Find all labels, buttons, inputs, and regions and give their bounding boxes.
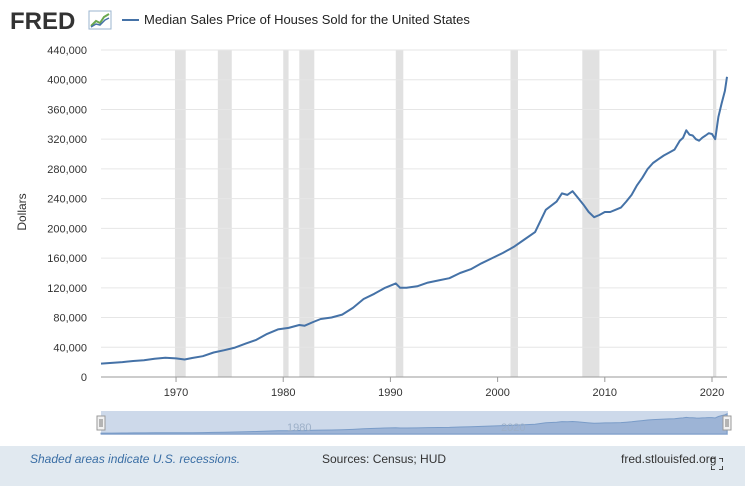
recession-band	[510, 50, 518, 377]
series-line[interactable]	[100, 76, 728, 365]
recession-shading	[174, 50, 717, 377]
y-tick-label: 40,000	[53, 342, 87, 354]
y-tick-label: 320,000	[47, 134, 87, 146]
x-tick-labels: 1970 1980 1990 2000 2010 2020	[164, 377, 724, 399]
recession-note: Shaded areas indicate U.S. recessions.	[30, 452, 241, 466]
recession-band	[283, 50, 289, 377]
y-tick-label: 0	[81, 372, 87, 384]
x-tick-label: 2010	[593, 387, 617, 399]
y-tick-label: 120,000	[47, 283, 87, 295]
x-tick-label: 1980	[271, 387, 295, 399]
y-tick-label: 440,000	[47, 45, 87, 57]
recession-band	[217, 50, 232, 377]
y-tick-label: 280,000	[47, 164, 87, 176]
navigator-label: 1980	[287, 422, 311, 434]
gridlines	[101, 49, 727, 378]
recession-band	[299, 50, 315, 377]
y-tick-label: 80,000	[53, 313, 87, 325]
fred-logo-text: FRED	[10, 8, 75, 35]
y-tick-label: 400,000	[47, 75, 87, 87]
x-tick-label: 1970	[164, 387, 188, 399]
trend-graph-icon	[88, 10, 112, 30]
right-drag-handle-icon[interactable]	[722, 415, 732, 431]
y-tick-label: 160,000	[47, 253, 87, 265]
navigator[interactable]: 1980 2020	[96, 411, 732, 435]
navigator-label: 2020	[501, 422, 525, 434]
series-title[interactable]: Median Sales Price of Houses Sold for th…	[144, 12, 470, 27]
y-tick-label: 360,000	[47, 104, 87, 116]
y-tick-label: 240,000	[47, 194, 87, 206]
chart-area: FRED Median Sales Price of Houses Sold f…	[10, 8, 732, 435]
sources-text: Sources: Census; HUD	[322, 452, 447, 466]
x-tick-label: 1990	[378, 387, 402, 399]
recession-band	[174, 50, 186, 377]
y-axis-title: Dollars	[15, 193, 29, 230]
site-link[interactable]: fred.stlouisfed.org	[621, 452, 717, 466]
recession-band	[395, 50, 404, 377]
recession-band	[713, 50, 717, 377]
y-tick-label: 200,000	[47, 223, 87, 235]
navigator-series	[100, 413, 728, 435]
y-tick-labels: 0 40,000 80,000 120,000 160,000 200,000 240,00…	[47, 45, 87, 384]
fullscreen-icon[interactable]	[711, 458, 723, 470]
series-layer	[100, 76, 728, 365]
left-drag-handle-icon[interactable]	[96, 415, 106, 431]
fred-logo[interactable]: FRED	[10, 8, 112, 35]
footer: Shaded areas indicate U.S. recessions. S…	[0, 446, 745, 486]
x-tick-label: 2000	[485, 387, 509, 399]
x-tick-label: 2020	[700, 387, 724, 399]
